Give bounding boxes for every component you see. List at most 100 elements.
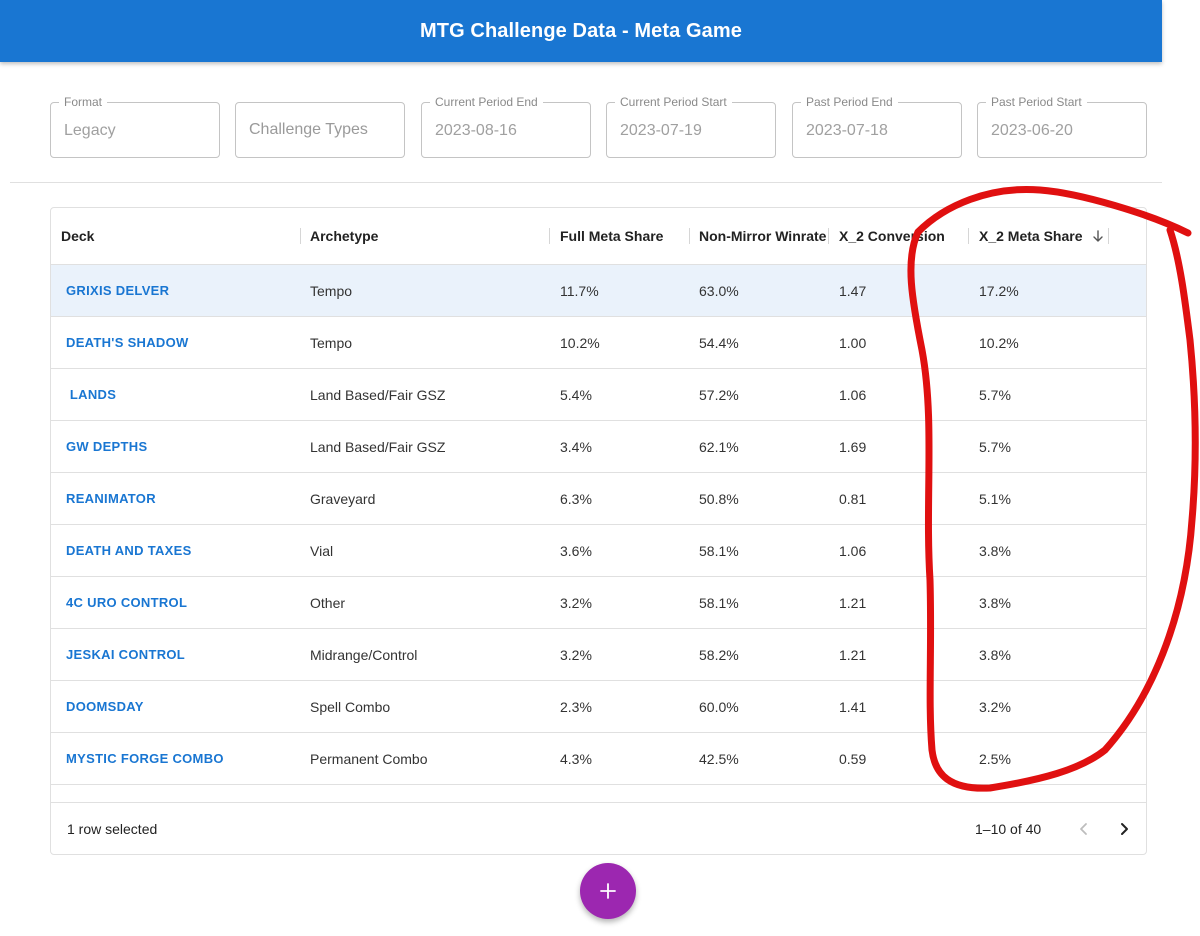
table-row[interactable]: DEATH AND TAXES Vial 3.6% 58.1% 1.06 3.8% bbox=[51, 525, 1146, 577]
pagination-range: 1–10 of 40 bbox=[975, 821, 1042, 837]
table-row[interactable]: REANIMATOR Graveyard 6.3% 50.8% 0.81 5.1% bbox=[51, 473, 1146, 525]
table-row[interactable]: DEATH'S SHADOW Tempo 10.2% 54.4% 1.00 10.2% bbox=[51, 317, 1146, 369]
app-bar: MTG Challenge Data - Meta Game bbox=[0, 0, 1162, 62]
deck-cell[interactable]: REANIMATOR bbox=[66, 491, 156, 506]
winrate-cell: 60.0% bbox=[699, 698, 739, 715]
deck-cell[interactable]: DEATH AND TAXES bbox=[66, 543, 192, 558]
column-header-x2-meta-share-label: X_2 Meta Share bbox=[979, 228, 1083, 244]
table-row[interactable]: DOOMSDAY Spell Combo 2.3% 60.0% 1.41 3.2% bbox=[51, 681, 1146, 733]
column-separator[interactable] bbox=[968, 228, 969, 244]
deck-cell[interactable]: JESKAI CONTROL bbox=[66, 647, 186, 662]
challenge-types-placeholder: Challenge Types bbox=[249, 121, 368, 138]
selected-count: 1 row selected bbox=[67, 821, 158, 837]
table-row[interactable]: GW DEPTHS Land Based/Fair GSZ 3.4% 62.1% 1.6… bbox=[51, 421, 1146, 473]
table-row[interactable]: GRIXIS DELVER Tempo 11.7% 63.0% 1.47 17.2% bbox=[51, 265, 1146, 317]
column-header-deck[interactable]: Deck bbox=[61, 228, 95, 244]
winrate-cell: 57.2% bbox=[699, 386, 739, 403]
table-row[interactable]: JESKAI CONTROL Midrange/Control 3.2% 58.2% 1… bbox=[51, 629, 1146, 681]
x2-meta-share-cell: 3.8% bbox=[979, 646, 1011, 663]
full-meta-share-cell: 6.3% bbox=[560, 490, 592, 507]
challenge-types-field[interactable]: Challenge Types bbox=[235, 102, 405, 158]
x2-conversion-cell: 0.81 bbox=[839, 490, 867, 507]
column-header-non-mirror-winrate[interactable]: Non-Mirror Winrate bbox=[699, 228, 827, 244]
winrate-cell: 58.1% bbox=[699, 594, 739, 611]
deck-cell[interactable]: MYSTIC FORGE COMBO bbox=[66, 751, 224, 766]
archetype-cell: Land Based/Fair GSZ bbox=[310, 386, 446, 403]
x2-meta-share-cell: 5.1% bbox=[979, 490, 1011, 507]
full-meta-share-cell: 3.6% bbox=[560, 542, 592, 559]
past-period-end-value: 2023-07-18 bbox=[806, 122, 888, 139]
table-row[interactable]: LANDS Land Based/Fair GSZ 5.4% 57.2% 1.06 5.7… bbox=[51, 369, 1146, 421]
x2-meta-share-cell: 3.8% bbox=[979, 594, 1011, 611]
x2-conversion-cell: 1.47 bbox=[839, 282, 867, 299]
plus-icon bbox=[600, 883, 616, 899]
winrate-cell: 50.8% bbox=[699, 490, 739, 507]
section-divider bbox=[10, 182, 1162, 183]
archetype-cell: Vial bbox=[310, 542, 334, 559]
format-field[interactable]: Format Legacy bbox=[50, 95, 220, 158]
past-period-end-field[interactable]: Past Period End 2023-07-18 bbox=[792, 95, 962, 158]
archetype-cell: Other bbox=[310, 594, 346, 611]
table-row[interactable]: MYSTIC FORGE COMBO Permanent Combo 4.3% 42.… bbox=[51, 733, 1146, 785]
column-separator[interactable] bbox=[300, 228, 301, 244]
column-separator[interactable] bbox=[828, 228, 829, 244]
x2-meta-share-cell: 17.2% bbox=[979, 282, 1019, 299]
column-header-full-meta-share[interactable]: Full Meta Share bbox=[560, 228, 664, 244]
current-period-start-value: 2023-07-19 bbox=[620, 122, 702, 139]
winrate-cell: 58.1% bbox=[699, 542, 739, 559]
table-row[interactable]: 4C URO CONTROL Other 3.2% 58.1% 1.21 3.8% bbox=[51, 577, 1146, 629]
add-button[interactable] bbox=[580, 863, 636, 919]
full-meta-share-cell: 3.2% bbox=[560, 646, 592, 663]
chevron-right-icon bbox=[1121, 823, 1128, 835]
winrate-cell: 58.2% bbox=[699, 646, 739, 663]
deck-cell[interactable]: GW DEPTHS bbox=[66, 439, 148, 454]
x2-meta-share-cell: 5.7% bbox=[979, 438, 1011, 455]
x2-meta-share-cell: 3.8% bbox=[979, 542, 1011, 559]
previous-page-button[interactable] bbox=[1070, 815, 1098, 843]
archetype-cell: Tempo bbox=[310, 334, 353, 351]
x2-meta-share-cell: 10.2% bbox=[979, 334, 1019, 351]
winrate-cell: 62.1% bbox=[699, 438, 739, 455]
deck-cell[interactable]: GRIXIS DELVER bbox=[66, 283, 170, 298]
x2-conversion-cell: 1.69 bbox=[839, 438, 867, 455]
past-period-start-value: 2023-06-20 bbox=[991, 122, 1073, 139]
current-period-end-field[interactable]: Current Period End 2023-08-16 bbox=[421, 95, 591, 158]
filter-bar: Format Legacy Challenge Types Current Pe… bbox=[0, 95, 1200, 158]
column-header-x2-conversion[interactable]: X_2 Conversion bbox=[839, 228, 945, 244]
x2-conversion-cell: 1.00 bbox=[839, 334, 867, 351]
x2-meta-share-cell: 3.2% bbox=[979, 698, 1011, 715]
deck-cell[interactable]: DOOMSDAY bbox=[66, 699, 144, 714]
full-meta-share-cell: 5.4% bbox=[560, 386, 592, 403]
full-meta-share-cell: 10.2% bbox=[560, 334, 600, 351]
current-period-end-label: Current Period End bbox=[430, 95, 543, 109]
x2-conversion-cell: 1.06 bbox=[839, 386, 867, 403]
x2-conversion-cell: 1.41 bbox=[839, 698, 867, 715]
winrate-cell: 42.5% bbox=[699, 750, 739, 767]
deck-cell[interactable]: 4C URO CONTROL bbox=[66, 595, 188, 610]
current-period-start-field[interactable]: Current Period Start 2023-07-19 bbox=[606, 95, 776, 158]
column-header-archetype[interactable]: Archetype bbox=[310, 228, 379, 244]
deck-cell[interactable]: LANDS bbox=[66, 387, 117, 402]
column-header-x2-meta-share[interactable]: X_2 Meta Share bbox=[979, 208, 1105, 264]
column-separator[interactable] bbox=[689, 228, 690, 244]
x2-conversion-cell: 1.06 bbox=[839, 542, 867, 559]
current-period-start-label: Current Period Start bbox=[615, 95, 732, 109]
deck-cell[interactable]: DEATH'S SHADOW bbox=[66, 335, 189, 350]
past-period-start-field[interactable]: Past Period Start 2023-06-20 bbox=[977, 95, 1147, 158]
archetype-cell: Tempo bbox=[310, 282, 353, 299]
next-page-button[interactable] bbox=[1110, 815, 1138, 843]
column-separator[interactable] bbox=[1108, 228, 1109, 244]
format-value: Legacy bbox=[64, 122, 116, 139]
app-title: MTG Challenge Data - Meta Game bbox=[420, 19, 742, 42]
x2-meta-share-cell: 2.5% bbox=[979, 750, 1011, 767]
x2-conversion-cell: 1.21 bbox=[839, 646, 867, 663]
winrate-cell: 63.0% bbox=[699, 282, 739, 299]
arrow-down-icon[interactable] bbox=[1091, 229, 1105, 243]
data-grid: Deck Archetype Full Meta Share Non-Mirro… bbox=[50, 207, 1147, 855]
x2-conversion-cell: 0.59 bbox=[839, 750, 867, 767]
column-separator[interactable] bbox=[549, 228, 550, 244]
archetype-cell: Midrange/Control bbox=[310, 646, 418, 663]
archetype-cell: Permanent Combo bbox=[310, 750, 428, 767]
x2-conversion-cell: 1.21 bbox=[839, 594, 867, 611]
